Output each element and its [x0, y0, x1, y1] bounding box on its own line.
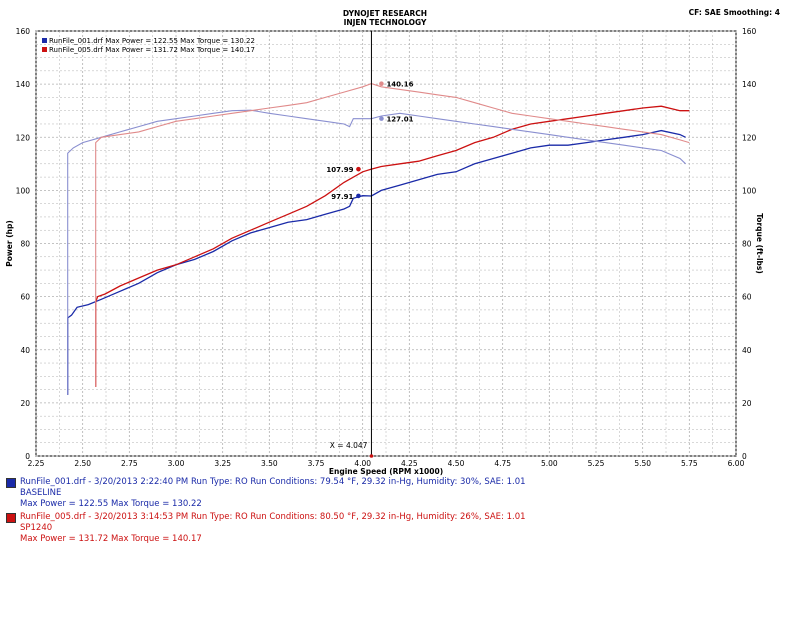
- cursor-value-label: 107.99: [326, 166, 353, 174]
- cursor-value-label: 127.01: [386, 116, 413, 124]
- x-tick-label: 4.25: [401, 459, 418, 468]
- y-tick-label-left: 60: [20, 293, 30, 302]
- y-tick-label-left: 20: [20, 399, 30, 408]
- cursor-base-marker: [369, 454, 374, 458]
- sp1240-run-line: RunFile_005.drf - 3/20/2013 3:14:53 PM R…: [20, 512, 526, 522]
- x-tick-label: 3.25: [214, 459, 231, 468]
- baseline-run-line: RunFile_001.drf - 3/20/2013 2:22:40 PM R…: [20, 477, 526, 487]
- y-tick-label-right: 80: [742, 240, 752, 249]
- series-line-baseline-torque: [67, 109, 686, 395]
- x-tick-label: 4.75: [494, 459, 511, 468]
- series-line-baseline-power: [67, 129, 686, 395]
- sp1240-swatch: [6, 512, 16, 523]
- run-info-sp1240: RunFile_005.drf - 3/20/2013 3:14:53 PM R…: [6, 512, 526, 545]
- x-tick-label: 2.25: [28, 459, 45, 468]
- y-tick-label-right: 60: [742, 293, 752, 302]
- x-tick-label: 5.75: [681, 459, 698, 468]
- legend-swatch: [42, 38, 47, 43]
- y-tick-label-left: 0: [25, 452, 30, 461]
- x-tick-label: 4.00: [354, 459, 371, 468]
- cf-smoothing-label: CF: SAE Smoothing: 4: [688, 8, 780, 17]
- y-tick-label-right: 120: [742, 133, 757, 142]
- y-tick-label-right: 20: [742, 399, 752, 408]
- x-tick-label: 5.25: [588, 459, 605, 468]
- y-tick-label-left: 160: [16, 27, 31, 36]
- run-info-baseline: RunFile_001.drf - 3/20/2013 2:22:40 PM R…: [6, 477, 526, 510]
- cursor-value-label: 97.91: [331, 193, 353, 201]
- x-tick-label: 3.75: [308, 459, 325, 468]
- y-axis-label-right: Torque (ft-lbs): [755, 213, 764, 274]
- x-tick-label: 4.50: [448, 459, 465, 468]
- x-tick-label: 6.00: [728, 459, 745, 468]
- y-tick-label-right: 160: [742, 27, 757, 36]
- legend-entry: RunFile_001.drf Max Power = 122.55 Max T…: [49, 37, 255, 45]
- cursor-label: X = 4.047: [330, 441, 368, 450]
- cursor-value-label: 140.16: [386, 81, 413, 89]
- y-tick-label-left: 120: [16, 133, 31, 142]
- cursor-marker: [356, 166, 361, 172]
- y-tick-label-left: 100: [16, 186, 31, 195]
- chart-title-line2: INJEN TECHNOLOGY: [343, 18, 427, 27]
- chart-title-line1: DYNOJET RESEARCH: [342, 9, 428, 18]
- y-tick-label-right: 0: [742, 452, 747, 461]
- baseline-run-max: Max Power = 122.55 Max Torque = 130.22: [20, 499, 202, 509]
- y-tick-label-right: 100: [742, 186, 757, 195]
- y-axis-label-left: Power (hp): [5, 220, 14, 267]
- x-tick-label: 5.50: [634, 459, 651, 468]
- y-tick-label-right: 40: [742, 346, 752, 355]
- legend-swatch: [42, 47, 47, 52]
- x-tick-label: 3.00: [168, 459, 185, 468]
- y-tick-label-left: 80: [20, 240, 30, 249]
- y-tick-label-left: 140: [16, 80, 31, 89]
- x-axis-label: Engine Speed (RPM x1000): [329, 467, 443, 476]
- y-tick-label-right: 140: [742, 80, 757, 89]
- x-tick-label: 2.50: [74, 459, 91, 468]
- legend-entry: RunFile_005.drf Max Power = 131.72 Max T…: [49, 46, 255, 54]
- series-line-sp1240-torque: [95, 83, 690, 387]
- x-tick-label: 3.50: [261, 459, 278, 468]
- cursor-marker: [379, 116, 384, 121]
- baseline-swatch: [6, 477, 16, 488]
- baseline-run-name: BASELINE: [20, 488, 62, 498]
- cursor-marker: [379, 81, 384, 86]
- x-tick-label: 5.00: [541, 459, 558, 468]
- y-tick-label-left: 40: [20, 346, 30, 355]
- cursor-marker: [356, 193, 361, 199]
- sp1240-run-name: SP1240: [20, 523, 53, 533]
- dyno-chart: 2.25 2.50 2.75 3.00 3.25 3.50 3.75 4.00 4.25 4.50…: [5, 27, 764, 476]
- sp1240-run-max: Max Power = 131.72 Max Torque = 140.17: [20, 534, 202, 544]
- x-tick-label: 2.75: [121, 459, 138, 468]
